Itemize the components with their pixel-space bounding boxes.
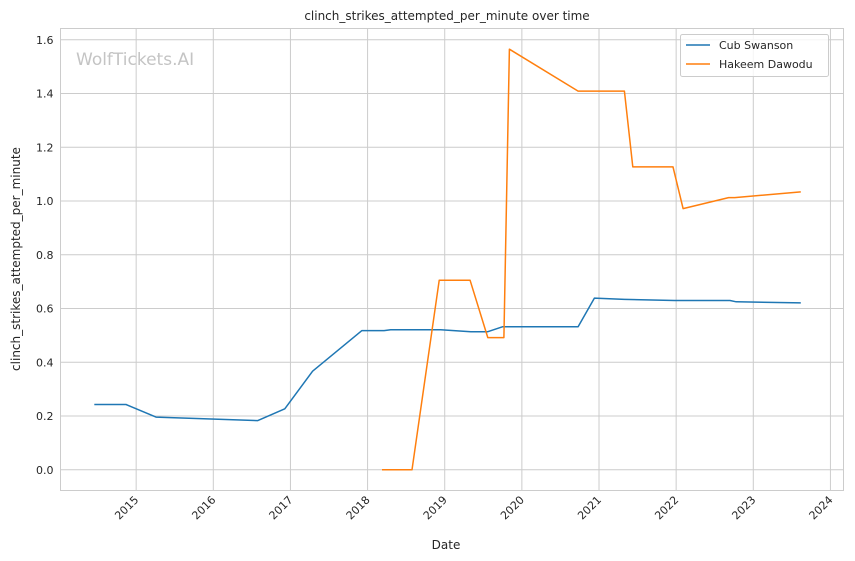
series-lines: [94, 48, 801, 471]
legend-box: [680, 34, 829, 77]
x-tick-label: 2017: [267, 493, 296, 522]
legend: Cub Swanson Hakeem Dawodu: [680, 34, 829, 77]
x-axis-label: Date: [432, 538, 461, 552]
x-tick-label: 2021: [575, 493, 604, 522]
y-axis-label: clinch_strikes_attempted_per_minute: [9, 147, 23, 371]
legend-label-cub-swanson: Cub Swanson: [719, 39, 793, 52]
x-tick-label: 2016: [189, 493, 218, 522]
y-tick-label: 1.2: [36, 141, 54, 154]
y-tick-label: 1.6: [36, 34, 54, 47]
grid: [60, 28, 844, 491]
chart-title: clinch_strikes_attempted_per_minute over…: [304, 9, 589, 23]
x-tick-label: 2022: [652, 493, 681, 522]
legend-label-hakeem-dawodu: Hakeem Dawodu: [719, 58, 813, 71]
x-tick-label: 2020: [498, 493, 527, 522]
y-tick-label: 0.2: [36, 410, 54, 423]
x-tick-label: 2019: [421, 493, 450, 522]
plot-frame: [60, 28, 844, 491]
x-ticks: 2015 2016 2017 2018 2019 2020 2021 2022 2023 2024: [112, 493, 835, 522]
y-tick-label: 0.4: [36, 356, 54, 369]
y-ticks: 0.0 0.2 0.4 0.6 0.8 1.0 1.2 1.4 1.6: [36, 34, 54, 477]
x-tick-label: 2024: [807, 493, 836, 522]
series-line-hakeem-dawodu: [382, 48, 801, 471]
y-tick-label: 0.0: [36, 464, 54, 477]
x-tick-label: 2023: [729, 493, 758, 522]
series-line-cub-swanson: [94, 297, 801, 422]
y-tick-label: 1.4: [36, 88, 54, 101]
y-tick-label: 1.0: [36, 195, 54, 208]
x-tick-label: 2018: [344, 493, 373, 522]
x-tick-label: 2015: [112, 493, 141, 522]
watermark: WolfTickets.AI: [76, 50, 194, 70]
y-tick-label: 0.6: [36, 303, 54, 316]
y-tick-label: 0.8: [36, 249, 54, 262]
